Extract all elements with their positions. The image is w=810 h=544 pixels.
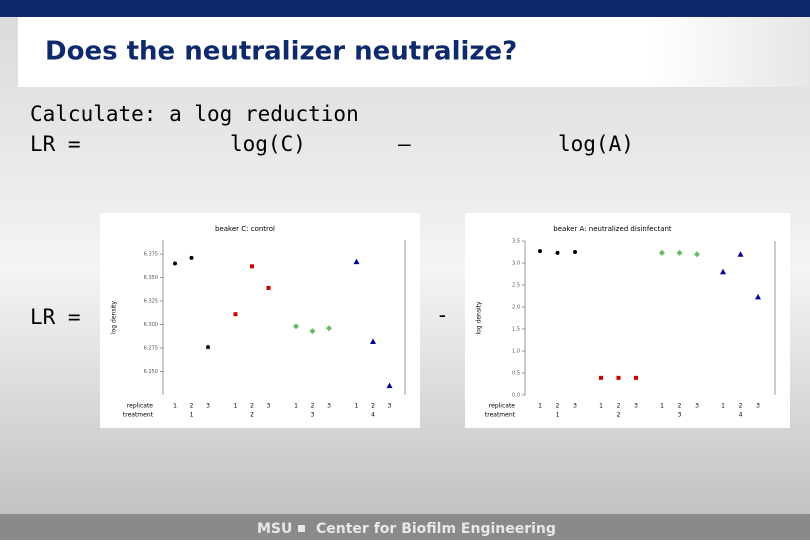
- chart-title: beaker A: neutralized disinfectant: [553, 225, 672, 233]
- x-tick-label: 2: [190, 403, 194, 410]
- y-tick-label: 6.325: [144, 299, 158, 305]
- y-axis-label: log density: [111, 301, 118, 335]
- x-tick-label: 3: [756, 403, 760, 410]
- y-tick-label: 1.5: [512, 327, 520, 333]
- x-tick-label: 3: [573, 403, 577, 410]
- x-tick-label: 1: [538, 403, 542, 410]
- footer-bullet: [298, 525, 305, 532]
- point: [266, 285, 271, 290]
- body-text: log(A): [558, 132, 634, 156]
- x-tick-label: 1: [190, 412, 194, 419]
- x-tick-label: 2: [617, 412, 621, 419]
- y-tick-label: 6.375: [144, 252, 158, 258]
- footer-bar: [0, 514, 810, 540]
- point: [189, 255, 194, 260]
- x-tick-label: 3: [695, 403, 699, 410]
- x-tick-label: 1: [173, 403, 177, 410]
- point: [353, 258, 360, 265]
- body-text: Calculate: a log reduction: [30, 102, 359, 126]
- chart-title: beaker C: control: [215, 225, 275, 233]
- x-tick-label: 1: [660, 403, 664, 410]
- y-tick-label: 2.0: [512, 305, 520, 311]
- footer-text: Center for Biofilm Engineering: [316, 521, 556, 537]
- body-text: LR =: [30, 305, 81, 329]
- x-tick-label: 2: [250, 403, 254, 410]
- point: [720, 268, 726, 275]
- point: [573, 250, 577, 254]
- x-tick-label: 3: [388, 403, 392, 410]
- point: [599, 375, 603, 380]
- x-tick-label: 3: [678, 412, 682, 419]
- point: [173, 261, 177, 266]
- y-axis-label: log density: [476, 301, 483, 335]
- body-text: LR =: [30, 132, 81, 156]
- point: [659, 249, 665, 256]
- x-tick-label: 2: [250, 412, 254, 419]
- point: [293, 323, 299, 330]
- chart-background: [100, 213, 420, 428]
- point: [694, 251, 700, 258]
- x-tick-label: 1: [599, 403, 603, 410]
- point: [370, 338, 376, 344]
- point: [206, 345, 210, 350]
- x-tick-label: 1: [294, 403, 298, 410]
- x-tick-label: 1: [355, 403, 359, 410]
- y-tick-label: 1.0: [512, 349, 520, 355]
- x-tick-label: 2: [311, 403, 315, 410]
- x-tick-label: 3: [327, 403, 331, 410]
- point: [326, 325, 332, 332]
- x-tick-label: 4: [371, 412, 375, 419]
- body-text: -: [436, 303, 449, 327]
- x-tick-label: 2: [678, 403, 682, 410]
- row-label: replicate: [127, 403, 153, 410]
- x-tick-label: 3: [634, 403, 638, 410]
- row-label: treatment: [485, 412, 516, 419]
- y-tick-label: 6.300: [144, 322, 158, 328]
- point: [737, 251, 744, 257]
- point: [755, 293, 761, 300]
- point: [616, 375, 621, 380]
- y-tick-label: 6.275: [144, 346, 158, 352]
- x-tick-label: 3: [267, 403, 271, 410]
- x-tick-label: 1: [556, 412, 560, 419]
- row-label: treatment: [123, 412, 154, 419]
- x-tick-label: 1: [721, 403, 725, 410]
- x-tick-label: 3: [311, 412, 315, 419]
- chart-background: [465, 213, 790, 428]
- row-label: replicate: [489, 403, 515, 410]
- point: [555, 250, 560, 255]
- y-tick-label: 6.250: [144, 369, 158, 375]
- top-bar: [0, 0, 810, 17]
- point: [250, 264, 254, 269]
- body-text: log(C): [230, 132, 306, 156]
- point: [309, 328, 316, 335]
- point: [386, 382, 393, 389]
- title-band: [18, 17, 810, 87]
- y-tick-label: 2.5: [512, 283, 520, 289]
- x-tick-label: 4: [739, 412, 743, 419]
- x-tick-label: 2: [617, 403, 621, 410]
- x-tick-label: 1: [234, 403, 238, 410]
- x-tick-label: 2: [556, 403, 560, 410]
- point: [538, 249, 542, 254]
- y-tick-label: 3.5: [512, 239, 520, 245]
- y-tick-label: 3.0: [512, 261, 520, 267]
- y-tick-label: 0.5: [512, 371, 520, 377]
- x-tick-label: 3: [206, 403, 210, 410]
- x-tick-label: 2: [371, 403, 375, 410]
- y-tick-label: 6.350: [144, 275, 158, 281]
- y-tick-label: 0.0: [512, 393, 520, 399]
- point: [233, 312, 238, 317]
- point: [634, 375, 638, 380]
- x-tick-label: 2: [739, 403, 743, 410]
- footer-text: MSU: [257, 521, 292, 537]
- body-text: –: [398, 132, 411, 156]
- slide-title: Does the neutralizer neutralize?: [45, 37, 517, 67]
- point: [676, 249, 683, 256]
